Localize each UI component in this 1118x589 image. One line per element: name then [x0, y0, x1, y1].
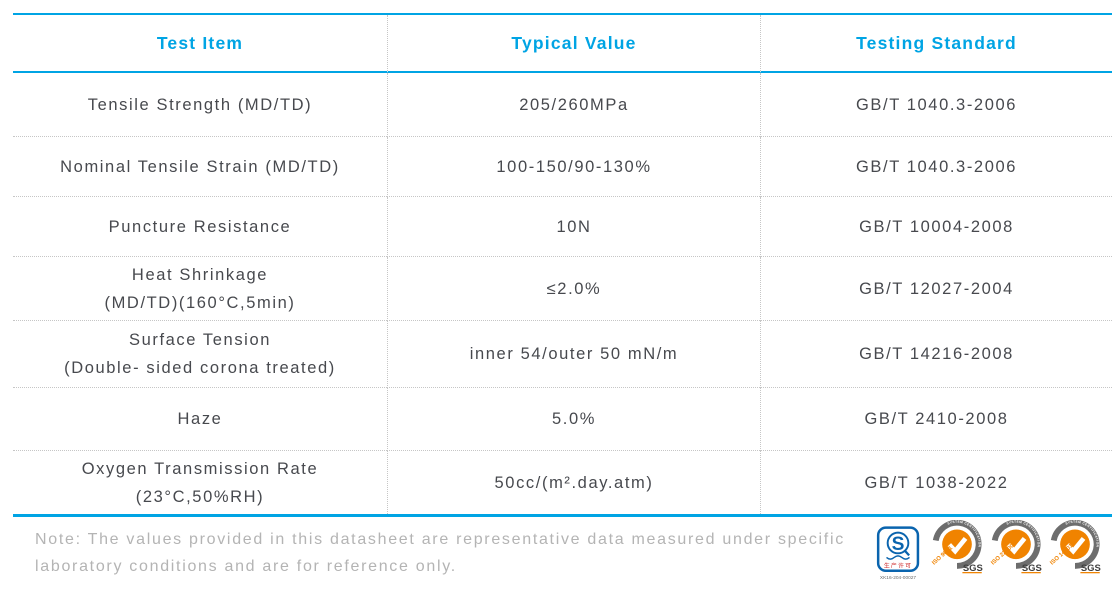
test-item-text: Tensile Strength (MD/TD): [87, 95, 313, 114]
cell-typical-value: 100-150/90-130%: [387, 137, 760, 197]
check-icon: [947, 536, 968, 555]
qs-production-license-logo: S 生产许可 XK16-204-00027: [876, 526, 920, 581]
test-item-text: Puncture Resistance: [108, 217, 292, 236]
badge-sgs-label: SGS: [1081, 563, 1101, 574]
cell-typical-value: 50cc/(m².day.atm): [387, 451, 760, 514]
badge-circle: [1060, 529, 1090, 560]
badge-sgs-label: SGS: [963, 563, 983, 574]
qs-logo-chinese-label: 生产许可: [884, 561, 912, 569]
badge-underline: [1021, 572, 1041, 574]
badge-arc: [1050, 520, 1100, 569]
cell-testing-standard: GB/T 1038-2022: [760, 451, 1112, 514]
test-item-text: Heat Shrinkage: [131, 265, 269, 284]
check-icon: [1065, 536, 1086, 555]
sgs-iso-badge: SYSTEM CERTIFICATION ISO 22000 SGS: [990, 520, 1042, 574]
certification-logos: S 生产许可 XK16-204-00027 SYSTEM CERTIFICATI…: [875, 520, 1102, 582]
sgs-iso-badge: SYSTEM CERTIFICATION ISO 14001 SGS: [1049, 520, 1101, 574]
cell-testing-standard: GB/T 1040.3-2006: [760, 137, 1112, 197]
test-item-text-line2: (23°C,50%RH): [135, 487, 265, 506]
column-header-test-item: Test Item: [13, 15, 387, 73]
cell-test-item: Surface Tension (Double- sided corona tr…: [13, 321, 387, 388]
badge-underline: [1080, 572, 1100, 574]
spec-table: Test Item Typical Value Testing Standard…: [13, 13, 1112, 517]
cell-typical-value: inner 54/outer 50 mN/m: [387, 321, 760, 388]
test-item-text: Nominal Tensile Strain (MD/TD): [60, 157, 340, 176]
cell-test-item: Tensile Strength (MD/TD): [13, 73, 387, 137]
cell-testing-standard: GB/T 2410-2008: [760, 388, 1112, 451]
badge-sgs-label: SGS: [1022, 563, 1042, 574]
column-header-typical-value: Typical Value: [387, 15, 760, 73]
qs-logo-wave: [886, 555, 910, 560]
badge-circle: [942, 529, 972, 560]
cell-testing-standard: GB/T 1040.3-2006: [760, 73, 1112, 137]
cell-testing-standard: GB/T 14216-2008: [760, 321, 1112, 388]
test-item-text: Oxygen Transmission Rate: [81, 459, 319, 478]
cell-test-item: Puncture Resistance: [13, 197, 387, 257]
test-item-text-line2: (MD/TD)(160°C,5min): [104, 293, 296, 312]
test-item-text-line2: (Double- sided corona treated): [64, 359, 336, 377]
cell-typical-value: 10N: [387, 197, 760, 257]
cell-test-item: Haze: [13, 388, 387, 451]
cell-test-item: Nominal Tensile Strain (MD/TD): [13, 137, 387, 197]
badge-circle: [1001, 529, 1031, 560]
cell-typical-value: 5.0%: [387, 388, 760, 451]
cell-test-item: Oxygen Transmission Rate (23°C,50%RH): [13, 451, 387, 514]
cell-testing-standard: GB/T 12027-2004: [760, 257, 1112, 321]
cell-testing-standard: GB/T 10004-2008: [760, 197, 1112, 257]
badge-underline: [962, 572, 982, 574]
badge-arc: [991, 520, 1041, 569]
sgs-iso-badge: SYSTEM CERTIFICATION ISO 9001 SGS: [931, 520, 983, 574]
qs-logo-q-ring: [886, 531, 910, 555]
check-icon: [1006, 536, 1027, 555]
footnote: Note: The values provided in this datash…: [35, 531, 845, 575]
test-item-text: Surface Tension: [128, 331, 272, 349]
test-item-text: Haze: [177, 410, 223, 428]
column-header-testing-standard: Testing Standard: [760, 15, 1112, 73]
badge-arc: [932, 520, 982, 569]
qs-logo-q-tail: [904, 549, 910, 557]
qs-logo-letter: S: [892, 534, 905, 555]
qs-license-number: XK16-204-00027: [880, 575, 916, 581]
cell-test-item: Heat Shrinkage (MD/TD)(160°C,5min): [13, 257, 387, 321]
cell-typical-value: ≤2.0%: [387, 257, 760, 321]
cell-typical-value: 205/260MPa: [387, 73, 760, 137]
